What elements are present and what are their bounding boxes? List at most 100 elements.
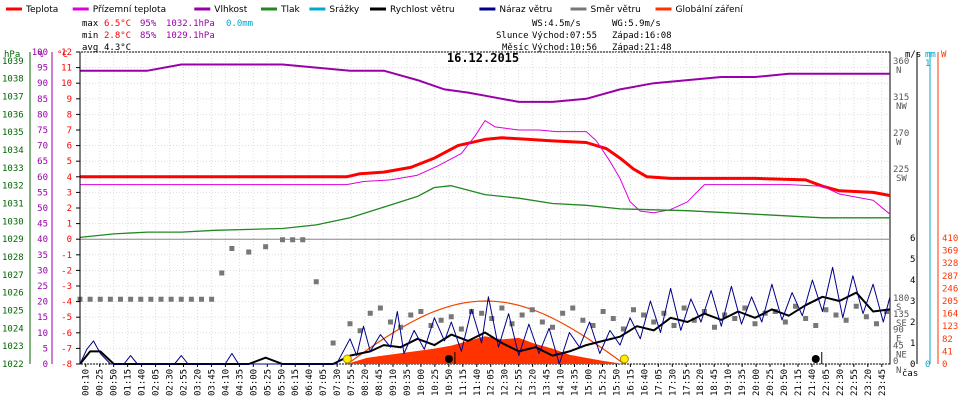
tick-label-degc: -7 xyxy=(61,344,72,354)
tick-label-ms: 0 xyxy=(910,360,915,370)
tick-label-degc: -5 xyxy=(61,313,72,323)
wind-direction-point xyxy=(823,307,829,313)
tick-label-pct: 85 xyxy=(37,95,48,105)
wind-direction-point xyxy=(641,312,647,318)
tick-label-time: 15:00 xyxy=(584,369,594,396)
wind-direction-point xyxy=(793,303,798,309)
tick-label-hpa: 1030 xyxy=(2,217,24,227)
tick-label-time: 12:55 xyxy=(515,369,525,396)
tick-label-degc: 7 xyxy=(67,126,72,136)
axis-header-pct: % xyxy=(38,50,44,60)
tick-label-direction: N xyxy=(896,66,901,76)
tick-label-time: 09:10 xyxy=(389,369,399,396)
tick-label-hpa: 1029 xyxy=(2,235,24,245)
stat-max-label: max xyxy=(82,19,99,29)
tick-label-time: 06:40 xyxy=(305,369,315,396)
tick-label-degc: 12 xyxy=(61,48,72,58)
stat-min-humidity: 85% xyxy=(140,31,157,41)
wind-direction-point xyxy=(509,321,515,327)
tick-label-time: 04:10 xyxy=(221,369,231,396)
tick-label-time: 12:05 xyxy=(487,369,497,396)
stat-max-humidity: 95% xyxy=(140,19,157,29)
tick-label-direction-deg: 270 xyxy=(893,129,909,139)
tick-label-pct: 50 xyxy=(37,204,48,214)
tick-label-ms: 6 xyxy=(910,234,915,244)
tick-label-pct: 95 xyxy=(37,64,48,74)
wind-direction-point xyxy=(499,305,505,311)
tick-label-degc: 2 xyxy=(67,204,72,214)
tick-label-direction: NW xyxy=(896,102,907,112)
tick-label-pct: 30 xyxy=(37,266,48,276)
series-Tlak xyxy=(79,185,890,239)
wind-direction-point xyxy=(408,312,414,318)
tick-label-time: 14:10 xyxy=(557,369,567,396)
sunset-time: Západ:16:08 xyxy=(612,31,672,41)
tick-label-time: 17:30 xyxy=(668,369,678,396)
tick-label-time: 07:30 xyxy=(333,369,343,396)
tick-label-degc: -3 xyxy=(61,282,72,292)
tick-label-time: 10:50 xyxy=(445,369,455,396)
wind-direction-point xyxy=(290,237,296,243)
wind-direction-point xyxy=(188,296,194,302)
tick-label-pct: 25 xyxy=(37,282,48,292)
tick-label-w: 369 xyxy=(942,247,958,257)
wind-direction-point xyxy=(843,317,849,323)
tick-label-time: 20:00 xyxy=(752,369,762,396)
tick-label-time: 00:25 xyxy=(96,369,106,396)
wind-speed-info: WS:4.5m/s xyxy=(532,19,581,29)
wind-direction-point xyxy=(246,249,252,255)
tick-label-hpa: 1025 xyxy=(2,307,24,317)
tick-label-pct: 65 xyxy=(37,157,48,167)
wind-direction-point xyxy=(863,314,869,320)
wind-direction-point xyxy=(347,321,353,327)
wind-direction-point xyxy=(691,317,697,323)
tick-label-time: 00:10 xyxy=(82,369,92,396)
wind-direction-point xyxy=(263,244,269,250)
legend-label: Teplota xyxy=(25,5,58,15)
tick-label-ms: 2 xyxy=(910,318,915,328)
wind-direction-point xyxy=(874,321,879,327)
tick-label-time: 02:05 xyxy=(152,369,162,396)
wind-direction-point xyxy=(219,270,225,276)
legend-label: Globální záření xyxy=(676,5,744,15)
tick-label-time: 00:50 xyxy=(110,369,120,396)
tick-label-time: 08:20 xyxy=(361,369,371,396)
tick-label-degc: 6 xyxy=(67,142,72,152)
tick-label-direction-deg: 45 xyxy=(893,341,904,351)
wind-direction-point xyxy=(199,296,204,302)
tick-label-time: 19:35 xyxy=(738,369,748,396)
tick-label-time: 13:45 xyxy=(543,369,553,396)
tick-label-hpa: 1038 xyxy=(2,75,24,85)
wind-direction-point xyxy=(833,312,839,318)
wind-direction-point xyxy=(168,296,174,302)
legend-label: Směr větru xyxy=(591,5,641,15)
axis-header-hpa: hPa xyxy=(4,50,20,60)
legend-label: Srážky xyxy=(329,5,360,15)
wind-direction-point xyxy=(742,305,748,311)
wind-direction-point xyxy=(479,310,485,316)
wind-direction-point xyxy=(377,305,383,311)
tick-label-pct: 0 xyxy=(43,360,48,370)
tick-label-pct: 60 xyxy=(37,173,48,183)
wind-direction-point xyxy=(519,312,525,318)
moonset-marker xyxy=(811,355,820,363)
legend-label: Přízemní teplota xyxy=(93,5,166,15)
tick-label-degc: -8 xyxy=(61,360,72,370)
wind-direction-point xyxy=(448,314,454,320)
wind-direction-point xyxy=(178,296,184,302)
tick-label-w: 246 xyxy=(942,284,958,294)
tick-label-time: 07:05 xyxy=(319,369,329,396)
tick-label-degc: -6 xyxy=(61,329,72,339)
tick-label-time: 10:00 xyxy=(417,369,427,396)
tick-label-pct: 15 xyxy=(37,313,48,323)
tick-label-degc: 5 xyxy=(67,157,72,167)
wind-direction-point xyxy=(681,305,687,311)
wind-direction-point xyxy=(313,279,319,285)
wind-direction-point xyxy=(884,309,890,314)
wind-direction-point xyxy=(671,323,677,328)
tick-label-time: 21:15 xyxy=(794,369,804,396)
tick-label-w: 123 xyxy=(942,322,958,332)
wind-direction-point xyxy=(128,296,134,302)
tick-label-hpa: 1039 xyxy=(2,57,24,67)
tick-label-ms: 4 xyxy=(910,276,915,286)
